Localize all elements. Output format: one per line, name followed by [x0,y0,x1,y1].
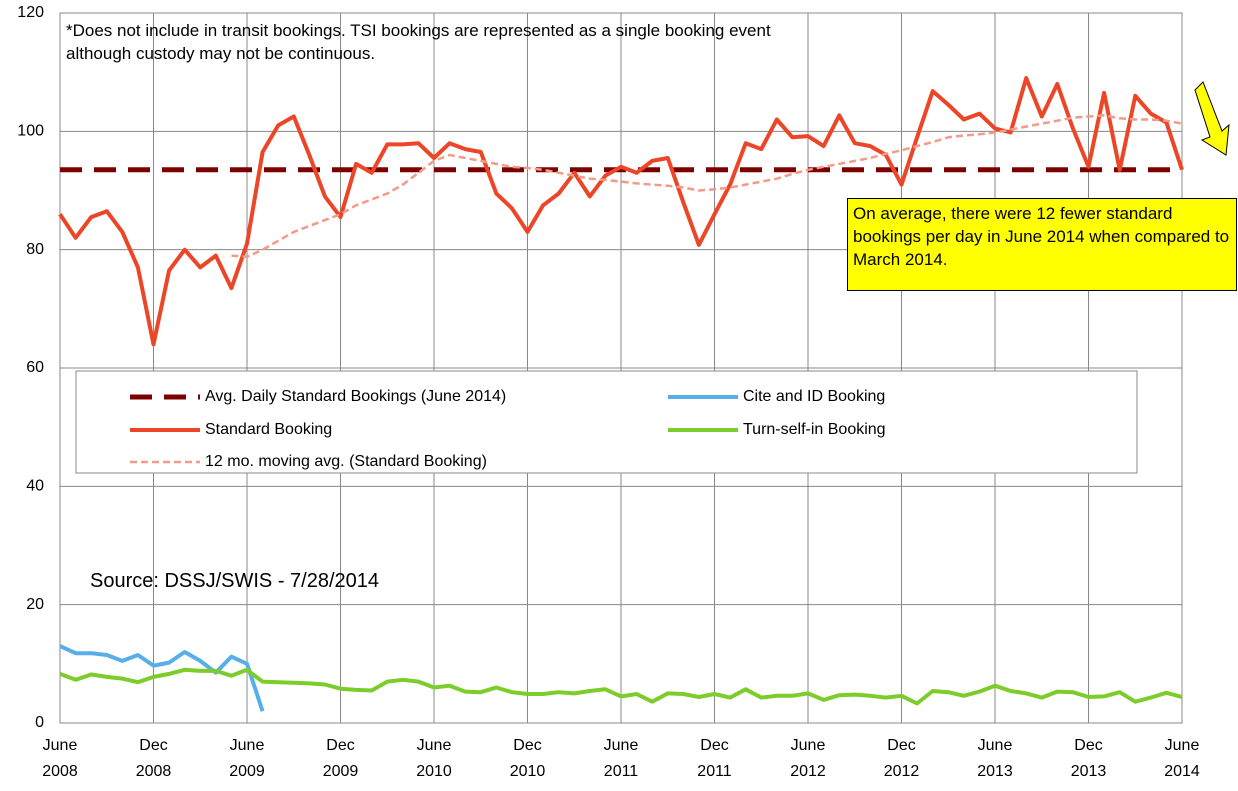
plot-frame [59,12,1183,724]
legend-label: Turn-self-in Booking [743,421,886,438]
x-tick-label: June 2011 [604,737,639,780]
legend-label: 12 mo. moving avg. (Standard Booking) [205,453,487,470]
axes: 0 20 40 60 80 100 120 June 2008 Dec 2008 June 2009 De… [17,4,1200,780]
x-tick-label: Dec 2013 [1071,737,1107,780]
y-tick-label: 60 [26,359,44,376]
y-tick-label: 100 [17,123,44,140]
x-tick-label: Dec 2008 [136,737,172,780]
series-line [59,644,265,712]
y-tick-label: 40 [26,478,44,495]
legend: Avg. Daily Standard Bookings (June 2014)… [130,388,886,470]
legend-label: Avg. Daily Standard Bookings (June 2014) [205,388,506,405]
legend-label: Standard Booking [205,421,332,438]
series-line [59,667,1183,706]
x-tick-label: June 2010 [416,737,452,780]
y-tick-label: 20 [26,596,44,613]
x-tick-label: Dec 2011 [697,737,732,780]
y-tick-label: 80 [26,241,44,258]
x-tick-label: June 2012 [790,737,826,780]
grid [59,12,1183,724]
series-line [58,76,1184,347]
y-tick-label: 120 [17,4,44,21]
lines [58,76,1184,712]
x-tick-label: June 2009 [229,737,265,780]
x-tick-label: June 2008 [42,737,78,780]
series-line [231,114,1183,259]
x-tick-label: Dec 2009 [323,737,359,780]
y-tick-label: 0 [35,714,44,731]
legend-box [75,370,1138,474]
x-tick-label: Dec 2010 [510,737,546,780]
callout-arrow [1194,81,1230,156]
legend-label: Cite and ID Booking [743,388,885,405]
x-tick-label: June 2014 [1164,737,1200,780]
source: Source: DSSJ/SWIS - 7/28/2014 [90,570,380,592]
x-tick-label: Dec 2012 [884,737,920,780]
x-tick-label: June 2013 [977,737,1013,780]
callout: On average, there were 12 fewer standard… [847,198,1237,291]
note: *Does not include in transit bookings. T… [66,21,771,63]
